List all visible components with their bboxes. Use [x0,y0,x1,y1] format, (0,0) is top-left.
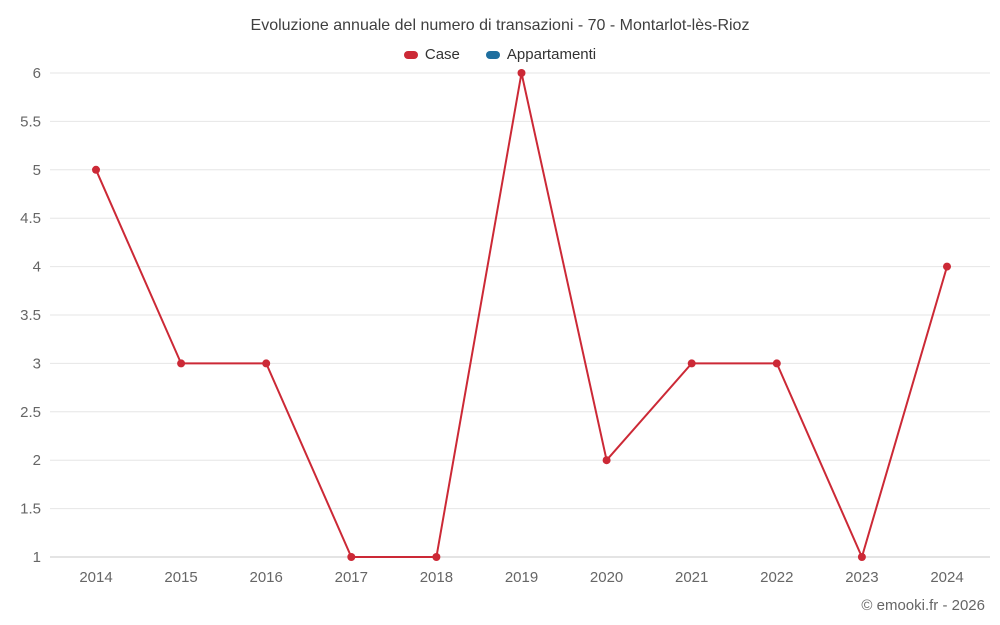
data-point[interactable] [92,165,100,174]
y-tick-label: 1.5 [20,501,41,518]
copyright: © emooki.fr - 2026 [861,597,985,614]
y-tick-label: 4 [33,259,41,276]
data-point[interactable] [772,359,781,368]
data-point[interactable] [687,359,696,368]
x-tick-label: 2020 [590,569,623,586]
legend-item-appartamenti[interactable]: Appartamenti [485,46,597,63]
x-tick-label: 2016 [250,569,283,586]
y-tick-label: 5 [33,162,41,179]
data-point[interactable] [602,456,611,465]
y-tick-label: 6 [33,65,41,82]
x-tick-label: 2024 [930,569,963,586]
x-tick-label: 2014 [79,569,112,586]
x-tick-label: 2023 [845,569,878,586]
data-point[interactable] [517,69,526,77]
y-tick-label: 4.5 [20,210,41,227]
y-tick-label: 3.5 [20,307,41,324]
x-tick-label: 2017 [335,569,368,586]
x-tick-label: 2018 [420,569,453,586]
y-tick-label: 3 [33,355,41,372]
x-tick-label: 2022 [760,569,793,586]
legend-marker-case-icon [403,50,418,59]
x-tick-label: 2021 [675,569,708,586]
legend-label-appartamenti: Appartamenti [506,46,597,63]
legend: Case Appartamenti [0,46,1000,63]
y-tick-label: 1 [33,549,41,566]
y-tick-label: 2.5 [20,404,41,421]
y-tick-label: 2 [33,452,41,469]
y-tick-label: 5.5 [20,113,41,130]
data-point[interactable] [943,262,951,271]
data-point[interactable] [262,359,271,368]
data-point[interactable] [432,553,441,561]
legend-marker-appartamenti-icon [485,50,500,59]
x-tick-label: 2015 [164,569,197,586]
data-point[interactable] [857,553,866,561]
legend-label-case: Case [424,46,460,63]
data-point[interactable] [177,359,186,368]
x-tick-label: 2019 [505,569,538,586]
legend-item-case[interactable]: Case [403,46,460,63]
chart-title: Evoluzione annuale del numero di transaz… [250,17,750,34]
data-point[interactable] [347,553,356,561]
